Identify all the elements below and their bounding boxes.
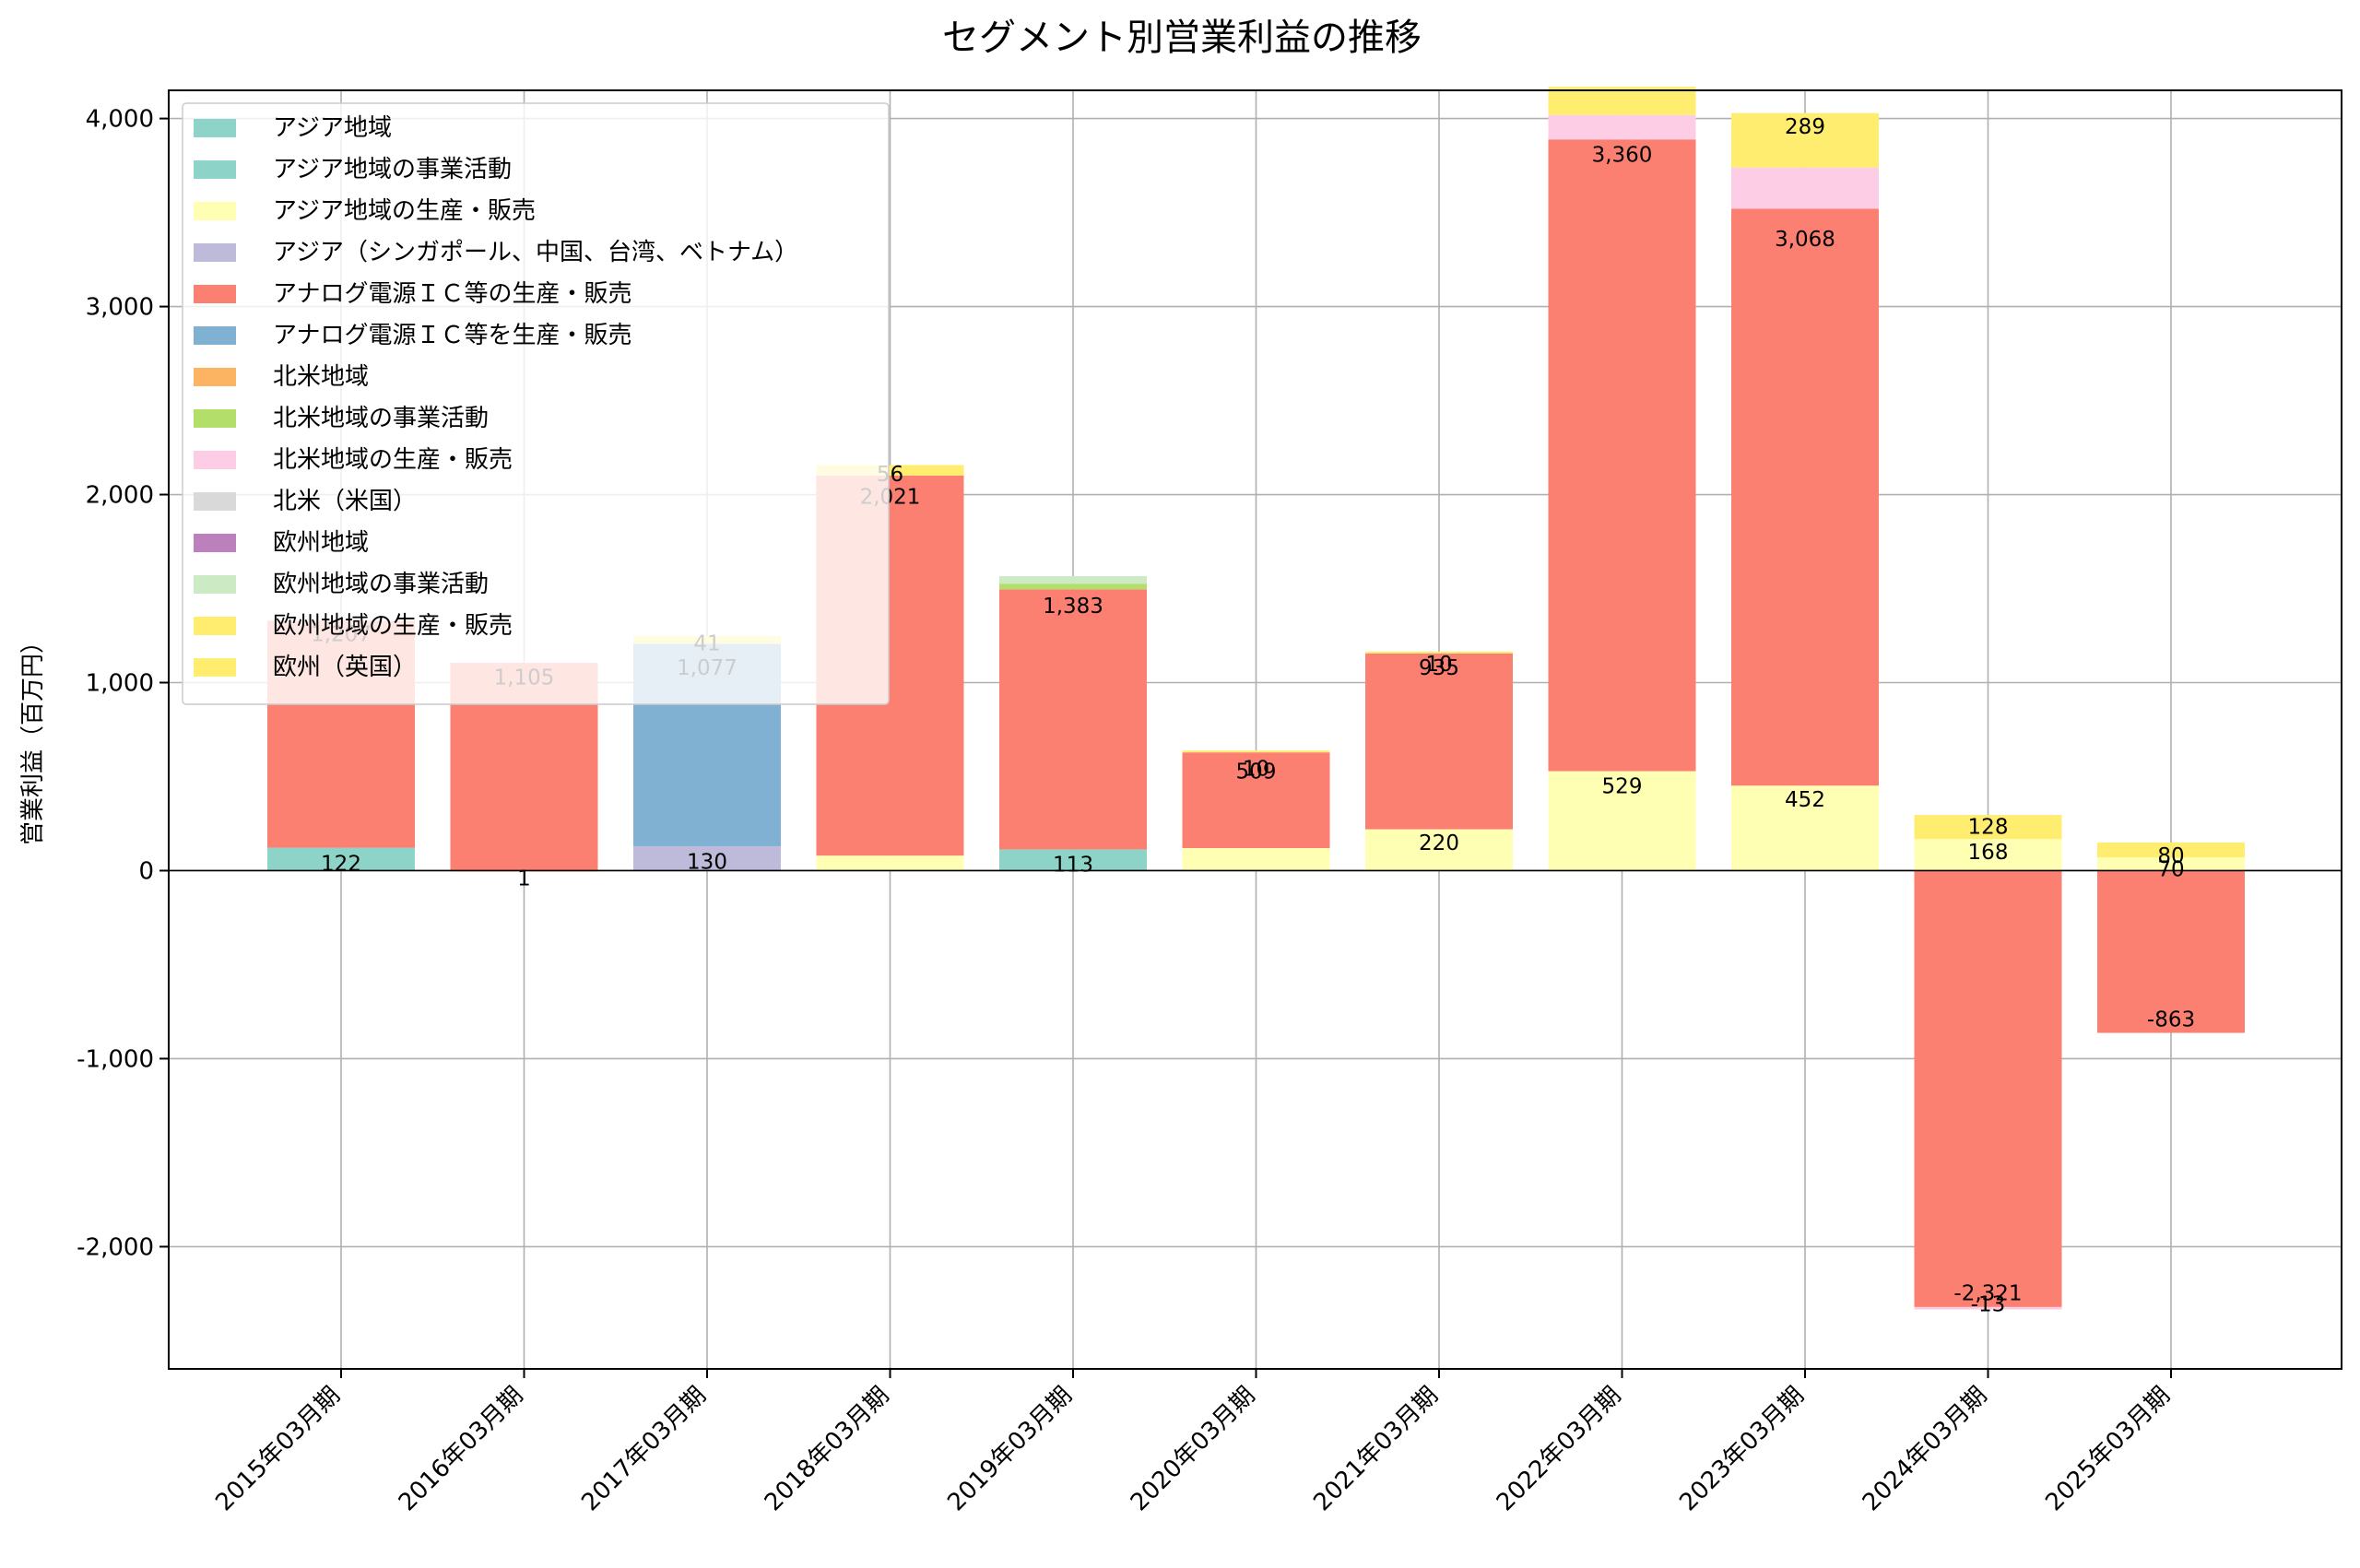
bar-segment: [1182, 752, 1330, 849]
data-label: 113: [1053, 853, 1093, 877]
data-label: 10: [1243, 757, 1269, 781]
bar-segment: [999, 849, 1147, 871]
y-tick-label: -2,000: [77, 1233, 154, 1261]
data-label: 168: [1968, 841, 2009, 865]
bar-segment: [1914, 1306, 2062, 1310]
legend-label: 北米地域: [273, 363, 369, 391]
bar-segment: [1365, 829, 1513, 871]
legend-swatch: [194, 658, 236, 677]
legend: アジア地域アジア地域の事業活動アジア地域の生産・販売アジア（シンガポール、中国、…: [182, 102, 890, 705]
bar-segment: [1914, 815, 2062, 840]
legend-swatch: [194, 202, 236, 220]
bar-segment: [999, 589, 1147, 850]
data-label: 128: [1968, 816, 2009, 840]
bar-segment: [633, 845, 781, 871]
bar-segment: [999, 584, 1147, 590]
bar-segment: [1182, 848, 1330, 871]
y-tick-label: 4,000: [86, 106, 154, 134]
legend-label: アジア地域の生産・販売: [273, 197, 536, 225]
bar-segment: [1548, 771, 1696, 871]
legend-swatch: [194, 409, 236, 428]
bar-segment: [1548, 139, 1696, 772]
legend-label: 欧州地域: [273, 529, 369, 557]
data-label: 10: [1425, 653, 1452, 677]
legend-label: 欧州地域の事業活動: [273, 571, 489, 598]
bar-segment: [1914, 870, 2062, 1307]
data-label: 122: [321, 852, 361, 876]
data-label: -13: [1971, 1293, 2006, 1317]
y-axis-label: 営業利益（百万円）: [19, 630, 47, 845]
bar-segment: [1548, 87, 1696, 115]
bar-segment: [2097, 857, 2245, 871]
chart-title: セグメント別営業利益の推移: [942, 17, 1422, 59]
legend-label: 北米地域の事業活動: [273, 405, 489, 432]
bar-segment: [1731, 167, 1879, 209]
data-label: 529: [1602, 775, 1643, 799]
bar-segment: [267, 847, 415, 871]
legend-swatch: [194, 492, 236, 511]
data-label: 80: [2157, 844, 2184, 868]
bar-segment: [2097, 842, 2245, 858]
legend-swatch: [194, 575, 236, 594]
legend-label: アジア地域の事業活動: [273, 156, 512, 183]
bar-segment: [816, 855, 964, 871]
data-label: 3,360: [1592, 143, 1653, 167]
data-label: -2,321: [1953, 1281, 2022, 1305]
y-tick-label: -1,000: [77, 1045, 154, 1073]
data-label: 70: [2157, 857, 2184, 881]
data-label: 452: [1785, 788, 1825, 812]
y-tick-label: 3,000: [86, 294, 154, 322]
legend-label: 欧州地域の生産・販売: [273, 612, 513, 640]
y-tick-label: 0: [138, 857, 154, 885]
data-label: 289: [1785, 115, 1825, 139]
bar-segment: [1731, 112, 1879, 168]
bar-segment: [999, 576, 1147, 584]
data-label: 220: [1419, 831, 1459, 855]
bar-segment: [2097, 870, 2245, 1033]
legend-swatch: [194, 285, 236, 303]
legend-swatch: [194, 368, 236, 386]
y-tick-label: 2,000: [86, 482, 154, 510]
bar-segment: [1365, 653, 1513, 830]
legend-box: [182, 102, 890, 705]
y-tick-label: 1,000: [86, 670, 154, 698]
bar-segment: [1731, 785, 1879, 871]
legend-label: 欧州（英国）: [273, 654, 417, 681]
legend-swatch: [194, 534, 236, 552]
data-label: -863: [2147, 1008, 2195, 1032]
data-label: 1: [517, 867, 531, 891]
legend-swatch: [194, 451, 236, 469]
legend-label: アジア地域: [273, 114, 392, 142]
data-label: 130: [687, 850, 727, 874]
bar-segment: [1914, 839, 2062, 871]
legend-swatch: [194, 119, 236, 137]
data-label: 3,068: [1775, 228, 1835, 252]
legend-swatch: [194, 160, 236, 179]
bar-segment: [1548, 114, 1696, 140]
data-label: 509: [1236, 760, 1277, 784]
legend-swatch: [194, 617, 236, 635]
legend-swatch: [194, 326, 236, 345]
legend-label: アナログ電源ＩＣ等を生産・販売: [273, 322, 631, 349]
bar-segment: [1182, 750, 1330, 753]
bar-segment: [1731, 208, 1879, 786]
bar-segment: [1365, 651, 1513, 654]
legend-swatch: [194, 243, 236, 262]
legend-label: アナログ電源ＩＣ等の生産・販売: [273, 280, 631, 308]
data-label: 1,383: [1043, 595, 1103, 619]
legend-label: 北米地域の生産・販売: [273, 446, 513, 474]
legend-label: 北米（米国）: [273, 488, 417, 515]
legend-label: アジア（シンガポール、中国、台湾、ベトナム）: [273, 239, 798, 266]
bar-segment: [816, 465, 964, 476]
data-label: 935: [1419, 656, 1459, 680]
